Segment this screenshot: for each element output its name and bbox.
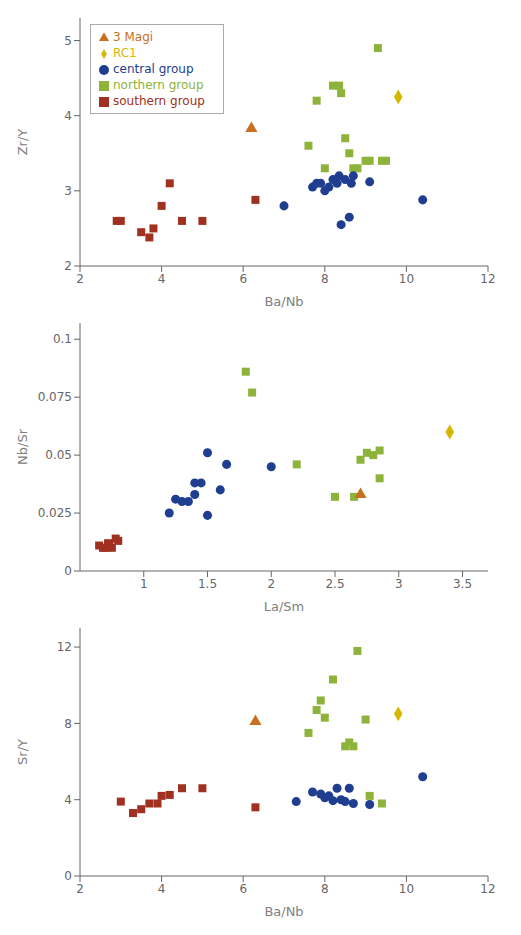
svg-text:3.5: 3.5 [453, 577, 472, 591]
svg-text:2: 2 [64, 259, 72, 273]
svg-text:10: 10 [399, 882, 414, 896]
svg-text:1.5: 1.5 [198, 577, 217, 591]
svg-text:3: 3 [395, 577, 403, 591]
svg-text:2: 2 [267, 577, 275, 591]
html-text:northern group: northern group [113, 78, 204, 92]
html-text:RC1: RC1 [113, 46, 137, 60]
svg-text:5: 5 [64, 34, 72, 48]
svg-text:8: 8 [321, 272, 329, 286]
svg-text:0: 0 [64, 869, 72, 883]
svg-text:6: 6 [239, 882, 247, 896]
svg-text:4: 4 [158, 272, 166, 286]
svg-text:1: 1 [140, 577, 148, 591]
svg-text:8: 8 [321, 882, 329, 896]
svg-text:La/Sm: La/Sm [264, 599, 305, 614]
svg-text:4: 4 [158, 882, 166, 896]
svg-text:Ba/Nb: Ba/Nb [264, 294, 303, 309]
svg-text:0.075: 0.075 [38, 390, 72, 404]
svg-text:12: 12 [57, 640, 72, 654]
svg-text:6: 6 [239, 272, 247, 286]
html-text:central group: central group [113, 62, 194, 76]
svg-text:Sr/Y: Sr/Y [15, 739, 30, 765]
html-text:southern group: southern group [113, 94, 205, 108]
svg-text:Zr/Y: Zr/Y [15, 129, 30, 156]
svg-text:4: 4 [64, 793, 72, 807]
svg-text:2: 2 [76, 882, 84, 896]
svg-text:12: 12 [480, 882, 495, 896]
svg-text:4: 4 [64, 109, 72, 123]
svg-text:12: 12 [480, 272, 495, 286]
svg-text:3: 3 [64, 184, 72, 198]
svg-text:0.025: 0.025 [38, 506, 72, 520]
svg-text:Ba/Nb: Ba/Nb [264, 904, 303, 919]
svg-text:0: 0 [64, 564, 72, 578]
svg-text:10: 10 [399, 272, 414, 286]
svg-text:2.5: 2.5 [325, 577, 344, 591]
html-text:3 Magi: 3 Magi [113, 30, 154, 44]
svg-text:8: 8 [64, 717, 72, 731]
svg-text:0.05: 0.05 [45, 448, 72, 462]
svg-text:0.1: 0.1 [53, 332, 72, 346]
svg-text:2: 2 [76, 272, 84, 286]
svg-text:Nb/Sr: Nb/Sr [15, 428, 30, 465]
